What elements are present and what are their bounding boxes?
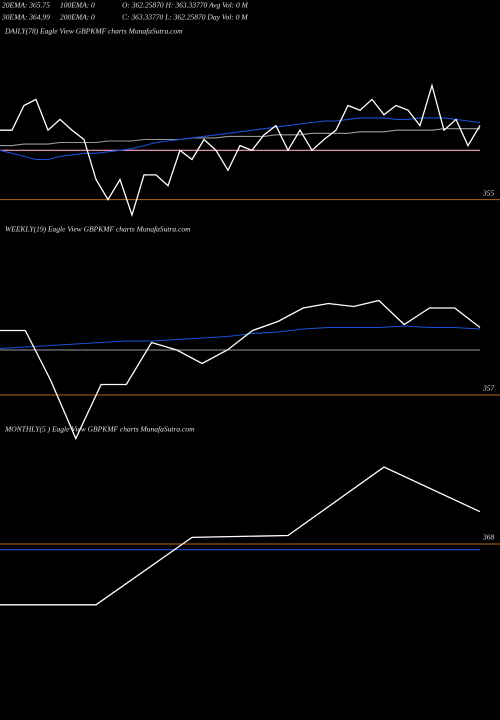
y-tick-label: 357 xyxy=(482,384,495,393)
series-line xyxy=(0,299,481,441)
header-text: 20EMA: 365.75 xyxy=(2,1,50,10)
panel-title: WEEKLY(19) Eagle View GBPKMF charts Muna… xyxy=(5,225,191,234)
series-line xyxy=(0,325,481,350)
y-tick-label: 368 xyxy=(482,533,495,542)
series-line xyxy=(0,466,481,606)
y-tick-label: 355 xyxy=(482,188,495,197)
header-text: 100EMA: 0 xyxy=(60,1,95,10)
header-text: C: 363.33770 L: 362.25870 Day Vol: 0 M xyxy=(122,13,248,22)
panel-title: DAILY(78) Eagle View GBPKMF charts Munaf… xyxy=(4,27,183,36)
series-line xyxy=(0,128,480,147)
header-text: 30EMA: 364.99 xyxy=(1,13,50,22)
panel-title: MONTHLY(5 ) Eagle View GBPKMF charts Mun… xyxy=(4,425,195,434)
series-line xyxy=(0,117,481,161)
series-line xyxy=(0,83,481,218)
header-text: O: 362.25870 H: 363.33770 Avg Vol: 0 M xyxy=(122,1,249,10)
header-text: 200EMA: 0 xyxy=(60,13,95,22)
